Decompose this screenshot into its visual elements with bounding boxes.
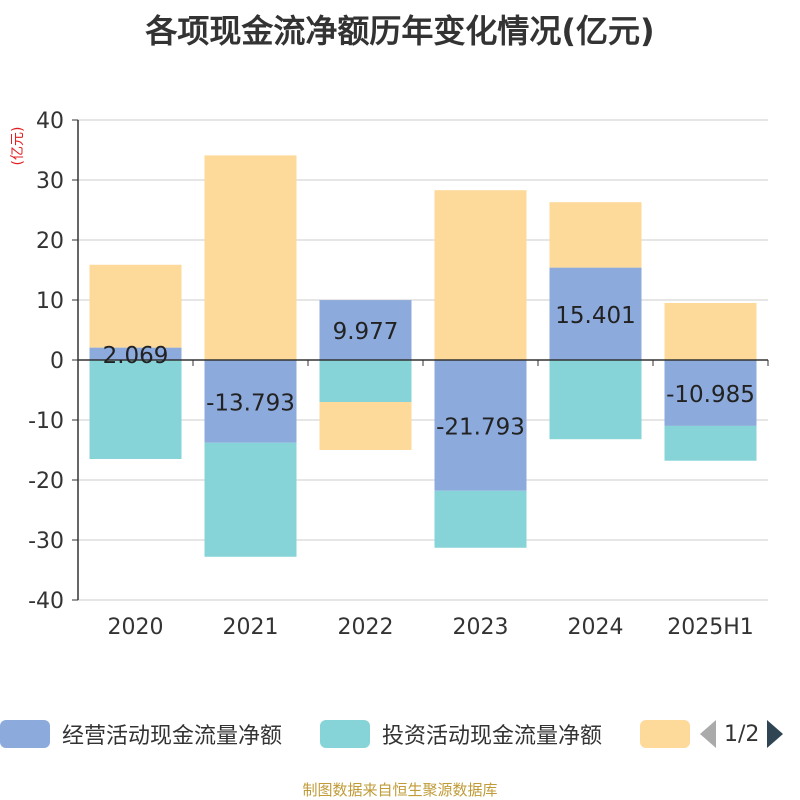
legend-next-arrow-icon[interactable] bbox=[767, 720, 784, 748]
chart-title: 各项现金流净额历年变化情况(亿元) bbox=[145, 12, 655, 50]
axes: 40 30 20 10 0 -10 -20 -30 -40 2020 2021 2022 2023 202… bbox=[28, 109, 769, 640]
bar-segment bbox=[549, 360, 642, 440]
bar-segment bbox=[204, 442, 297, 557]
bar-segment bbox=[204, 155, 297, 360]
bars bbox=[89, 155, 757, 557]
bar-segment bbox=[664, 425, 757, 461]
legend-swatch-investing bbox=[320, 720, 370, 748]
bar-data-label: -21.793 bbox=[436, 414, 525, 440]
bar-segment bbox=[319, 300, 412, 360]
bar-data-label: 2.069 bbox=[103, 343, 169, 369]
y-tick-label: 0 bbox=[50, 349, 64, 374]
y-tick-label: 20 bbox=[36, 229, 64, 254]
legend-page-indicator: 1/2 bbox=[724, 721, 760, 747]
bar-segment bbox=[204, 360, 297, 443]
legend-item-operating[interactable]: 经营活动现金流量净额 bbox=[0, 718, 282, 750]
x-tick-label: 2021 bbox=[223, 615, 279, 640]
legend-label-operating: 经营活动现金流量净额 bbox=[62, 724, 283, 749]
bar-segment bbox=[434, 490, 527, 548]
bar-data-label: -13.793 bbox=[206, 390, 295, 416]
y-tick-label: -30 bbox=[28, 529, 64, 554]
source-note: 制图数据来自恒生聚源数据库 bbox=[302, 781, 498, 799]
grid-lines bbox=[78, 119, 768, 601]
bar-data-label: 15.401 bbox=[555, 303, 635, 329]
bar-segment bbox=[89, 347, 182, 360]
legend-item-third[interactable] bbox=[640, 718, 702, 750]
bar-segment bbox=[89, 264, 182, 348]
data-labels: 2.069 -13.793 9.977 -21.793 15.401 -10.985 bbox=[103, 303, 755, 441]
bar-segment bbox=[549, 202, 642, 268]
x-tick-label: 2024 bbox=[568, 615, 624, 640]
bar-segment bbox=[434, 190, 527, 360]
legend-label-investing: 投资活动现金流量净额 bbox=[382, 724, 603, 749]
x-tick-label: 2022 bbox=[338, 615, 394, 640]
bar-segment bbox=[664, 360, 757, 426]
bar-segment bbox=[319, 360, 412, 402]
x-tick-label: 2025H1 bbox=[667, 615, 754, 640]
y-tick-label: 30 bbox=[36, 169, 64, 194]
bar-data-label: -10.985 bbox=[666, 382, 755, 408]
x-tick-label: 2023 bbox=[453, 615, 509, 640]
x-tick-label: 2020 bbox=[108, 615, 164, 640]
bar-data-label: 9.977 bbox=[333, 319, 399, 345]
bar-segment bbox=[434, 360, 527, 491]
legend-item-investing[interactable]: 投资活动现金流量净额 bbox=[320, 718, 602, 750]
legend-swatch-operating bbox=[0, 720, 50, 748]
y-tick-label: 10 bbox=[36, 289, 64, 314]
legend-prev-arrow-icon[interactable] bbox=[700, 720, 716, 748]
y-tick-label: -10 bbox=[28, 409, 64, 434]
legend-swatch-third bbox=[640, 720, 690, 748]
bar-segment bbox=[664, 303, 757, 360]
y-tick-label: 40 bbox=[36, 109, 64, 134]
y-tick-label: -20 bbox=[28, 469, 64, 494]
bar-segment bbox=[89, 360, 182, 459]
y-axis-label: (亿元) bbox=[10, 127, 26, 166]
legend-pager: 1/2 bbox=[700, 718, 784, 750]
y-tick-label: -40 bbox=[28, 589, 64, 614]
bar-segment bbox=[319, 402, 412, 450]
bar-segment bbox=[549, 267, 642, 360]
